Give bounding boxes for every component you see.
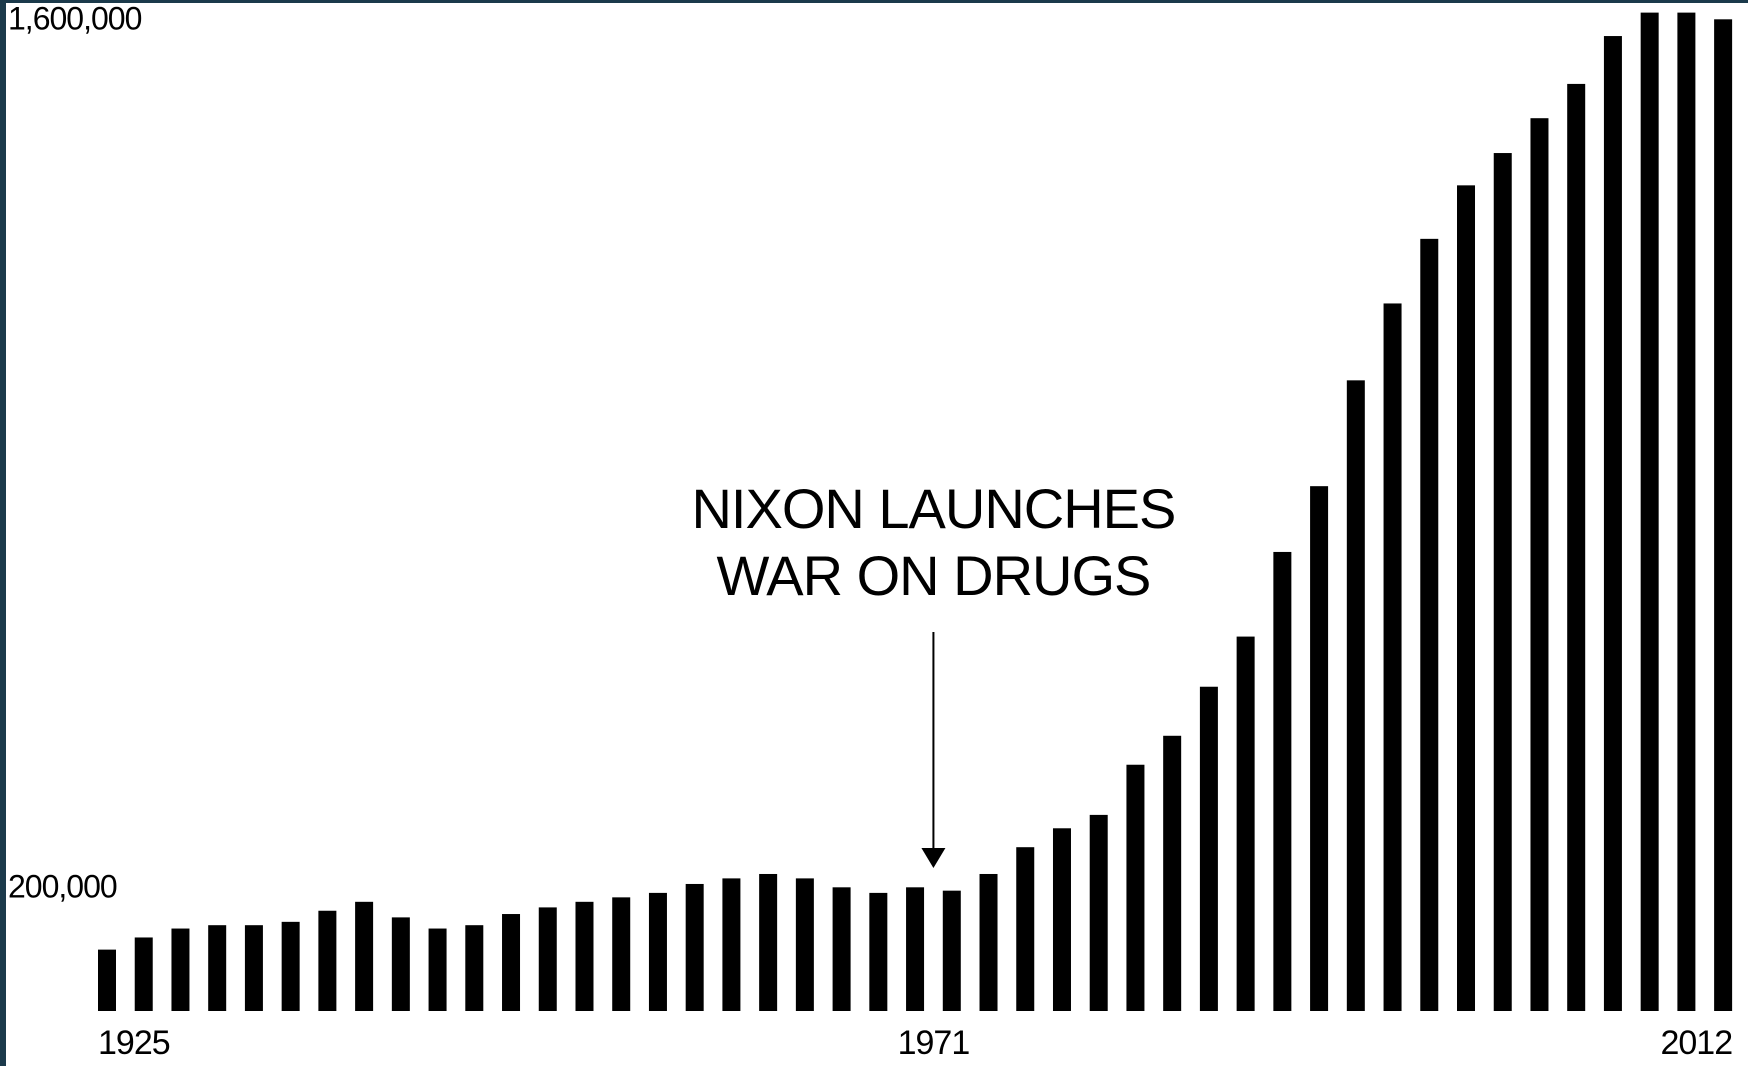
- bar: [318, 910, 337, 1011]
- bar: [575, 901, 594, 1011]
- bar: [612, 897, 631, 1011]
- bar: [428, 928, 447, 1011]
- bar: [1677, 12, 1696, 1011]
- bar: [502, 914, 521, 1011]
- bar: [648, 892, 667, 1011]
- bar: [685, 883, 704, 1011]
- bar: [979, 873, 998, 1011]
- arrow-head: [921, 848, 946, 868]
- annotation: NIXON LAUNCHES WAR ON DRUGS: [691, 477, 1176, 868]
- bar: [1016, 847, 1035, 1011]
- annotation-line: WAR ON DRUGS: [716, 544, 1150, 607]
- bar: [1420, 238, 1439, 1012]
- bar: [1640, 12, 1659, 1011]
- bar: [906, 887, 925, 1011]
- bar: [98, 949, 116, 1011]
- bar: [1089, 814, 1108, 1011]
- bar: [134, 937, 153, 1011]
- bar: [1346, 380, 1365, 1011]
- bar: [1199, 686, 1218, 1011]
- bar: [208, 925, 227, 1011]
- bar: [1163, 735, 1182, 1011]
- bar: [1052, 828, 1071, 1011]
- bar: [722, 878, 741, 1011]
- bar: [244, 925, 263, 1011]
- x-tick-label: 2012: [1660, 1024, 1732, 1062]
- annotation-line: NIXON LAUNCHES: [691, 477, 1175, 540]
- x-tick-label: 1925: [98, 1024, 170, 1062]
- bar: [538, 907, 557, 1011]
- bar: [1126, 764, 1145, 1011]
- bar: [1383, 303, 1402, 1011]
- bar: [1530, 118, 1549, 1011]
- bar: [832, 887, 851, 1011]
- bar: [1567, 83, 1586, 1011]
- bar: [1493, 153, 1512, 1011]
- bar: [281, 921, 300, 1011]
- bar: [795, 878, 814, 1011]
- bar: [1236, 636, 1255, 1011]
- bar: [465, 925, 484, 1011]
- bar: [1603, 36, 1622, 1012]
- bar: [869, 892, 888, 1011]
- bar: [1310, 486, 1329, 1011]
- bar: [1714, 19, 1733, 1012]
- bar: [355, 901, 374, 1011]
- bar: [391, 917, 410, 1011]
- y-tick-label: 1,600,000: [8, 0, 142, 36]
- bar: [171, 928, 190, 1011]
- bar: [1273, 551, 1292, 1011]
- bar: [759, 873, 778, 1011]
- bar: [1457, 185, 1476, 1011]
- bar: [942, 890, 961, 1011]
- y-tick-label: 200,000: [8, 868, 117, 904]
- x-tick-label: 1971: [898, 1024, 970, 1062]
